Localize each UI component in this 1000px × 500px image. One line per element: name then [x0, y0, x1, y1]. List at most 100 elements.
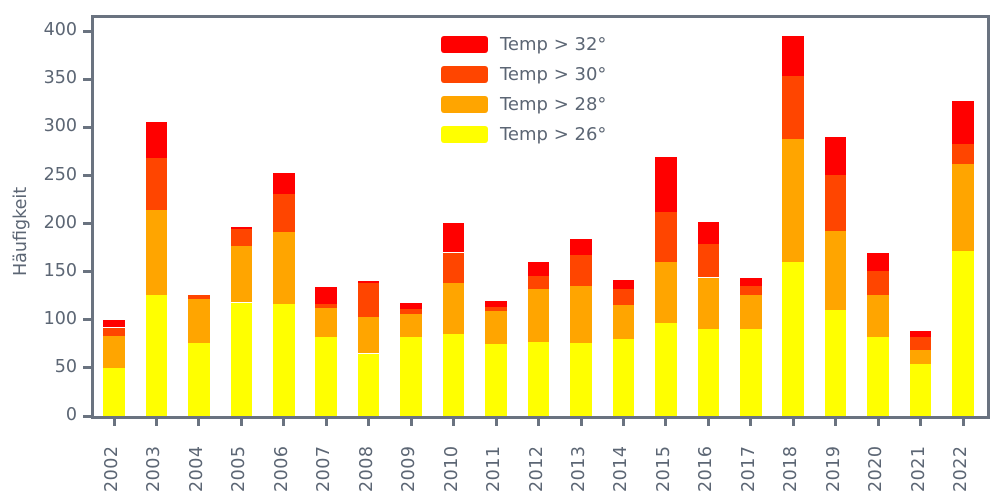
bar-segment-2002-28 — [103, 336, 125, 368]
bar-segment-2019-26 — [824, 310, 847, 416]
y-tick-mark — [83, 125, 91, 129]
x-tick-label-2007: 2007 — [314, 445, 335, 492]
bar-segment-2017-30 — [740, 286, 762, 295]
bar-segment-2020-30 — [867, 270, 889, 295]
y-tick-label-0: 0 — [65, 405, 77, 425]
bar-segment-2015-28 — [655, 262, 677, 323]
bar-segment-2007-30 — [315, 304, 337, 309]
bar-segment-2012-32 — [527, 262, 550, 276]
y-tick-mark — [83, 29, 91, 33]
legend-swatch-icon — [441, 66, 488, 83]
bar-segment-2016-28 — [697, 277, 720, 329]
y-tick-label-100: 100 — [43, 308, 77, 329]
x-tick-mark — [834, 419, 838, 426]
bar-segment-2019-28 — [824, 231, 847, 311]
y-tick-label-250: 250 — [43, 164, 77, 185]
bar-segment-2004-28 — [188, 298, 210, 343]
x-tick-label-2009: 2009 — [399, 445, 420, 492]
x-tick-label-2006: 2006 — [271, 445, 292, 492]
y-tick-label-350: 350 — [43, 68, 77, 89]
legend-item-26: Temp > 26° — [441, 124, 681, 145]
x-tick-mark — [239, 419, 243, 426]
bar-segment-2012-30 — [527, 275, 550, 289]
bar-segment-2002-26 — [103, 367, 125, 416]
x-tick-mark — [282, 419, 286, 426]
x-tick-label-2016: 2016 — [696, 445, 717, 492]
bar-segment-2009-30 — [400, 309, 422, 314]
bar-segment-2007-28 — [315, 308, 337, 338]
x-tick-mark — [961, 419, 965, 426]
bar-segment-2014-32 — [612, 280, 635, 290]
bar-segment-2020-28 — [867, 294, 889, 338]
bar-segment-2018-28 — [782, 138, 804, 262]
x-tick-label-2004: 2004 — [186, 445, 207, 492]
bar-segment-2018-30 — [782, 76, 804, 139]
legend-swatch-icon — [441, 36, 488, 53]
bar-segment-2005-32 — [230, 226, 253, 230]
bar-segment-2007-32 — [315, 287, 337, 305]
y-tick-mark — [83, 414, 91, 418]
x-tick-mark — [112, 419, 116, 426]
bar-segment-2022-28 — [952, 164, 974, 251]
bar-segment-2003-26 — [145, 294, 168, 416]
bar-segment-2010-26 — [442, 334, 465, 416]
x-tick-mark — [197, 419, 201, 426]
bar-segment-2004-26 — [188, 342, 210, 416]
x-tick-mark — [154, 419, 158, 426]
x-tick-mark — [367, 419, 371, 426]
x-tick-mark — [409, 419, 413, 426]
y-tick-mark — [83, 222, 91, 226]
bar-segment-2017-32 — [740, 277, 762, 287]
x-tick-label-2013: 2013 — [569, 445, 589, 492]
bar-segment-2017-26 — [740, 329, 762, 416]
legend-label: Temp > 32° — [500, 34, 607, 56]
bar-segment-2019-32 — [824, 137, 847, 175]
bar-segment-2014-30 — [612, 289, 635, 306]
bar-segment-2010-32 — [442, 222, 465, 253]
bar-segment-2018-26 — [782, 262, 804, 416]
bar-segment-2014-28 — [612, 305, 635, 340]
x-tick-mark — [324, 419, 328, 426]
bar-segment-2021-26 — [909, 364, 932, 416]
bar-segment-2006-32 — [273, 172, 295, 194]
bar-segment-2011-26 — [485, 343, 507, 416]
bar-segment-2009-26 — [400, 337, 422, 416]
legend-swatch-icon — [441, 126, 488, 143]
bar-segment-2009-32 — [400, 302, 422, 310]
bar-segment-2003-28 — [145, 210, 168, 295]
bar-segment-2004-30 — [188, 294, 210, 299]
legend-item-32: Temp > 32° — [441, 34, 681, 56]
bar-segment-2016-32 — [697, 221, 720, 244]
bar-segment-2003-32 — [145, 121, 168, 159]
x-tick-label-2008: 2008 — [356, 445, 377, 492]
bar-segment-2015-32 — [655, 157, 677, 212]
y-tick-label-150: 150 — [43, 260, 77, 281]
x-tick-label-2005: 2005 — [229, 445, 250, 492]
y-tick-mark — [83, 318, 91, 322]
bar-segment-2005-26 — [230, 302, 253, 416]
x-tick-label-2019: 2019 — [823, 445, 844, 492]
bar-segment-2010-30 — [442, 252, 465, 284]
bar-segment-2011-32 — [485, 300, 507, 308]
y-tick-label-200: 200 — [43, 212, 77, 233]
bar-segment-2013-30 — [570, 255, 592, 287]
x-tick-label-2017: 2017 — [738, 445, 759, 492]
x-tick-mark — [876, 419, 880, 426]
x-tick-mark — [706, 419, 710, 426]
bar-segment-2008-30 — [357, 283, 380, 317]
x-tick-mark — [749, 419, 753, 426]
bar-segment-2013-32 — [570, 239, 592, 256]
plot-area — [91, 15, 990, 419]
x-tick-label-2021: 2021 — [908, 445, 929, 492]
legend-item-30: Temp > 30° — [441, 64, 681, 86]
bar-segment-2022-26 — [952, 250, 974, 416]
legend-label: Temp > 30° — [500, 64, 607, 86]
bar-segment-2006-28 — [273, 232, 295, 305]
x-tick-mark — [791, 419, 795, 426]
bar-segment-2015-26 — [655, 322, 677, 416]
x-tick-mark — [919, 419, 923, 426]
bar-segment-2020-32 — [867, 253, 889, 271]
x-tick-label-2003: 2003 — [144, 445, 165, 492]
y-tick-label-300: 300 — [43, 116, 77, 137]
